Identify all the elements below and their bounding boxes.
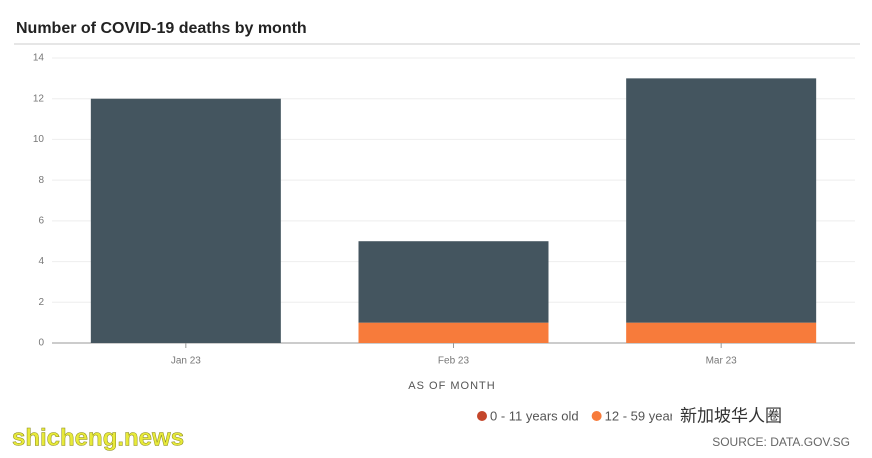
x-tick-label: Jan 23 xyxy=(171,356,201,367)
bar-segment xyxy=(626,322,817,343)
y-tick-label: 6 xyxy=(38,215,44,226)
x-axis-label: AS OF MONTH xyxy=(408,380,495,392)
bar-segment xyxy=(358,241,549,323)
bar-segment xyxy=(626,78,817,323)
legend-label: 12 - 59 years xyxy=(605,408,681,423)
source: SOURCE: DATA.GOV.SG xyxy=(712,435,850,449)
y-tick-label: 14 xyxy=(33,53,45,64)
bar-segment xyxy=(358,322,549,343)
legend-marker xyxy=(591,411,602,421)
y-tick-label: 10 xyxy=(33,134,45,145)
y-tick-label: 12 xyxy=(33,93,45,104)
x-tick-label: Mar 23 xyxy=(706,356,738,367)
y-tick-label: 2 xyxy=(38,297,44,308)
plot: 0 2 4 6 8 10 12 14 Jan 23 Feb 23 Mar 23 xyxy=(33,53,855,367)
watermark: 新加坡华人圈 xyxy=(680,406,782,425)
y-tick-label: 4 xyxy=(38,256,44,267)
legend-marker xyxy=(477,411,487,421)
x-tick-label: Feb 23 xyxy=(438,356,470,367)
y-tick-label: 8 xyxy=(38,175,44,186)
chart-title: Number of COVID-19 deaths by month xyxy=(16,20,307,37)
bar-segment xyxy=(90,98,281,343)
legend: 0 - 11 years old 12 - 59 years xyxy=(477,408,681,423)
watermark: shicheng.news xyxy=(12,424,184,451)
y-tick-label: 0 xyxy=(38,338,44,349)
watermark-cover xyxy=(672,402,852,430)
legend-label: 0 - 11 years old xyxy=(490,408,579,423)
